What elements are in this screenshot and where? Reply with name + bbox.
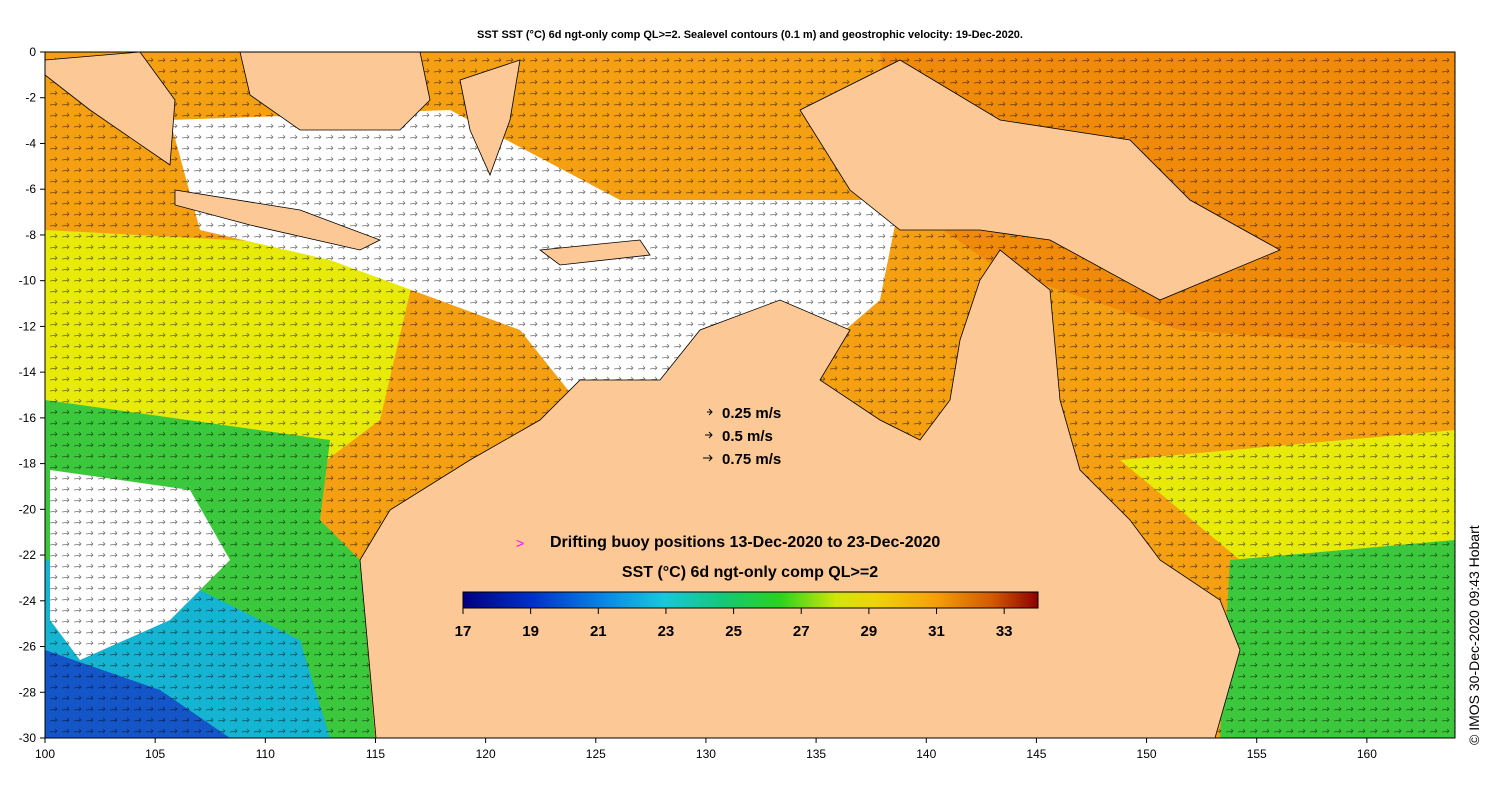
buoy-legend: > Drifting buoy positions 13-Dec-2020 to… — [516, 534, 940, 551]
land-sumatra — [45, 52, 176, 166]
land-masses — [45, 52, 1281, 738]
x-tick-label: 110 — [256, 747, 275, 761]
colorbar-tick-label: 33 — [996, 623, 1013, 640]
x-tick-label: 130 — [696, 747, 716, 761]
x-tick-label: 120 — [476, 747, 496, 761]
velocity-arrow-icon — [705, 431, 713, 439]
x-tick-label: 145 — [1026, 747, 1046, 761]
velocity-arrow-icon — [703, 454, 713, 462]
credit-text: © IMOS 30-Dec-2020 09:43 Hobart — [1466, 525, 1482, 745]
sst-colorbar: SST (°C) 6d ngt-only comp QL>=2 17 19 21 23… — [455, 564, 1039, 640]
map-plot-area — [45, 52, 1455, 738]
y-tick-label: -20 — [19, 502, 37, 516]
colorbar-tick-label: 25 — [725, 623, 742, 640]
x-tick-label: 100 — [35, 747, 55, 761]
x-tick-label: 150 — [1137, 747, 1157, 761]
land-java — [174, 189, 381, 251]
map-title: SST SST (°C) 6d ngt-only comp QL>=2. Sea… — [477, 29, 1023, 41]
buoy-symbol-icon: > — [516, 535, 524, 551]
y-tick-label: -22 — [19, 548, 37, 562]
colorbar-tick-label: 17 — [455, 623, 472, 640]
y-tick-label: -2 — [25, 91, 36, 105]
x-tick-label: 140 — [916, 747, 936, 761]
land-sulawesi — [459, 59, 521, 177]
buoy-legend-label: Drifting buoy positions 13-Dec-2020 to 2… — [550, 534, 940, 551]
x-tick-label: 105 — [145, 747, 165, 761]
y-tick-label: -24 — [19, 594, 37, 608]
land-australia — [359, 249, 1241, 738]
y-tick-label: -18 — [19, 457, 37, 471]
land-new-guinea — [799, 59, 1281, 301]
y-tick-label: -30 — [19, 731, 37, 745]
colorbar-gradient — [462, 591, 1039, 609]
y-tick-label: -26 — [19, 640, 37, 654]
y-tick-label: -4 — [25, 136, 36, 150]
y-tick-label: -10 — [19, 274, 37, 288]
y-tick-label: -8 — [25, 228, 36, 242]
land-timor — [538, 239, 651, 266]
y-tick-label: -6 — [25, 182, 36, 196]
velocity-legend-label: 0.25 m/s — [722, 405, 781, 422]
x-tick-label: 160 — [1357, 747, 1377, 761]
y-tick-label: -28 — [19, 685, 37, 699]
x-axis: 100 105 110 115 120 125 130 135 140 145 150 155 160 — [35, 738, 1377, 761]
velocity-legend: 0.25 m/s 0.5 m/s 0.75 m/s — [703, 405, 781, 468]
colorbar-tick-label: 23 — [658, 623, 675, 640]
velocity-arrow-icon — [707, 408, 713, 416]
x-tick-label: 115 — [366, 747, 385, 761]
y-tick-label: -16 — [19, 411, 37, 425]
colorbar-tick-label: 31 — [928, 623, 945, 640]
velocity-legend-label: 0.75 m/s — [722, 451, 781, 468]
colorbar-title: SST (°C) 6d ngt-only comp QL>=2 — [622, 564, 878, 581]
land-borneo — [239, 52, 431, 131]
y-tick-label: -14 — [19, 365, 37, 379]
x-tick-label: 125 — [586, 747, 606, 761]
x-tick-label: 135 — [806, 747, 826, 761]
colorbar-tick-label: 19 — [522, 623, 539, 640]
colorbar-tick-label: 21 — [590, 623, 607, 640]
y-tick-label: 0 — [29, 45, 36, 59]
y-axis: 0 -2 -4 -6 -8 -10 -12 -14 -16 -18 -20 -22 -24 -26 -28 -… — [19, 45, 45, 745]
plot-frame — [44, 51, 1456, 739]
y-tick-label: -12 — [19, 319, 37, 333]
velocity-legend-label: 0.5 m/s — [722, 428, 773, 445]
colorbar-tick-label: 29 — [861, 623, 878, 640]
x-tick-label: 155 — [1247, 747, 1267, 761]
colorbar-tick-label: 27 — [793, 623, 810, 640]
